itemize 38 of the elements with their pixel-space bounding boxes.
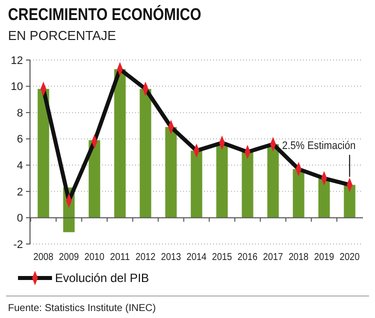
- bar: [318, 178, 330, 218]
- bar: [344, 184, 356, 218]
- source-note: Fuente: Statistics Institute (INEC): [8, 303, 156, 314]
- x-tick-label: 2015: [212, 252, 234, 263]
- bar: [114, 69, 126, 218]
- x-tick-label: 2020: [340, 252, 362, 263]
- bar: [88, 140, 100, 218]
- x-tick-label: 2019: [314, 252, 336, 263]
- x-tick-label: 2010: [84, 252, 107, 263]
- x-tick-label: 2017: [263, 252, 286, 263]
- chart-title: CRECIMIENTO ECONÓMICO: [8, 4, 238, 24]
- y-tick-label: -2: [13, 238, 23, 251]
- x-tick-label: 2012: [135, 252, 158, 263]
- y-tick-label: 10: [10, 81, 23, 94]
- x-tick-label: 2018: [288, 252, 311, 263]
- x-tick-label: 2009: [58, 252, 82, 263]
- y-tick-label: 0: [16, 212, 23, 225]
- bar: [216, 142, 228, 218]
- annotation: 2.5% Estimación: [282, 140, 364, 152]
- bar: [190, 150, 202, 218]
- y-tick-label: 4: [16, 160, 23, 172]
- bar: [292, 169, 304, 218]
- bar: [242, 152, 254, 218]
- y-tick-label: 6: [16, 134, 23, 146]
- x-tick-label: 2013: [160, 252, 184, 263]
- bar: [140, 88, 152, 218]
- x-tick-label: 2011: [110, 252, 132, 263]
- bar: [165, 127, 177, 218]
- x-tick-label: 2008: [33, 252, 56, 263]
- bar: [267, 144, 279, 218]
- chart-subtitle: EN PORCENTAJE: [8, 28, 116, 43]
- y-tick-label: 2: [16, 186, 23, 198]
- y-tick-label: 8: [16, 107, 23, 120]
- bar: [38, 88, 50, 218]
- y-tick-label: 12: [10, 54, 23, 67]
- x-tick-label: 2014: [186, 252, 209, 263]
- x-tick-label: 2016: [238, 252, 260, 263]
- legend-label: Evolución del PIB: [55, 271, 150, 286]
